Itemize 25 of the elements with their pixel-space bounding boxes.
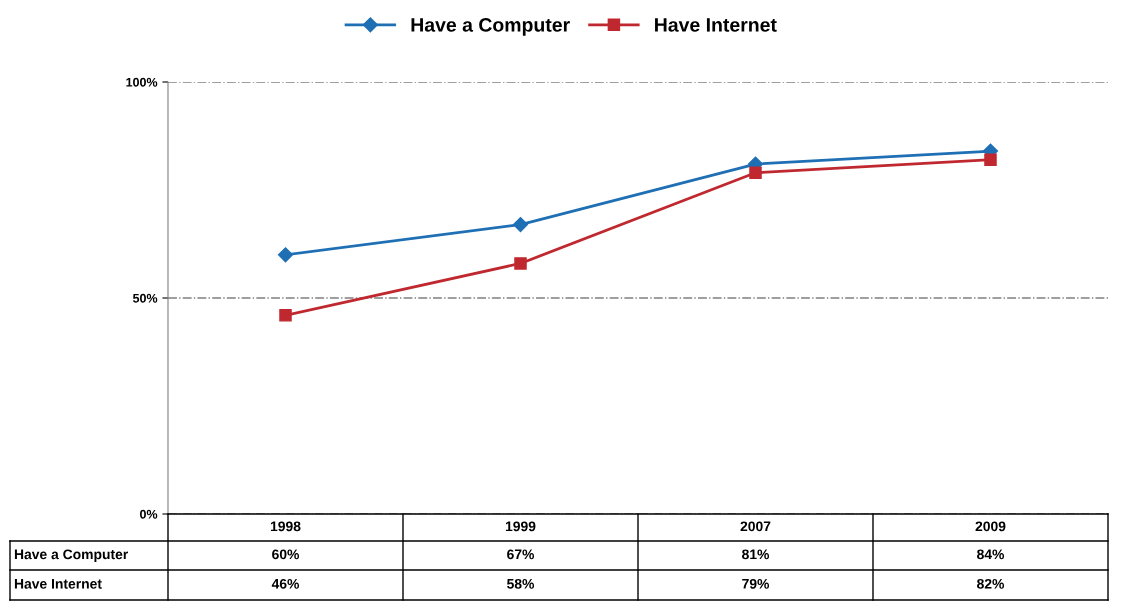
x-tick-label: 2009	[975, 521, 1006, 532]
x-tick-label: 1999	[505, 521, 536, 532]
y-tick-label: 100%	[126, 77, 158, 87]
legend-label: Have a Computer	[411, 18, 570, 36]
point	[749, 166, 762, 179]
point	[279, 309, 292, 322]
point	[512, 216, 529, 233]
data-label: 81%	[742, 549, 770, 560]
x-tick-label: 1998	[270, 521, 301, 532]
legend-label: Have Internet	[655, 18, 777, 32]
data-label: 82%	[977, 578, 1005, 589]
data-label: 84%	[977, 549, 1005, 560]
text: Have Internet	[14, 579, 102, 589]
point	[514, 257, 527, 270]
data-label: 58%	[507, 578, 535, 589]
data-label: 60%	[272, 549, 300, 560]
data-label: 79%	[742, 578, 770, 589]
y-tick-label: 0%	[140, 509, 158, 519]
x-tick-label: 2007	[740, 521, 771, 532]
data-label: 46%	[271, 578, 300, 589]
text: Have a Computer	[14, 549, 129, 562]
data-label: 67%	[507, 549, 535, 560]
point	[984, 153, 997, 167]
point	[277, 247, 294, 263]
y-tick-label: 50%	[132, 293, 158, 303]
